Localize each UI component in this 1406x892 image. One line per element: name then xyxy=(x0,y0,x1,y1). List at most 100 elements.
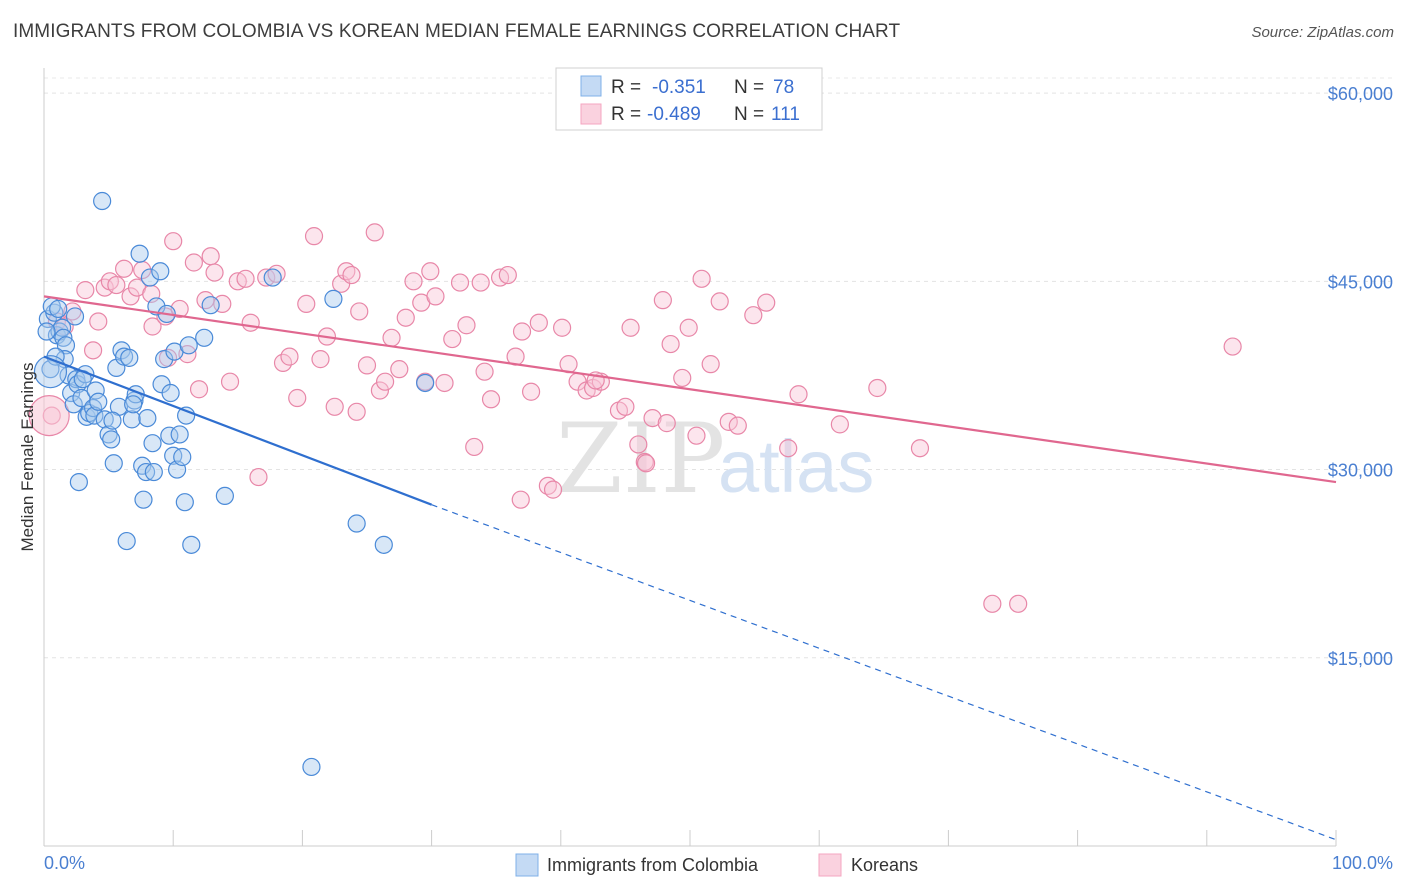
legend-n-value-korean: 111 xyxy=(771,104,800,125)
korean-point-89 xyxy=(692,269,711,288)
legend-swatch-colombia xyxy=(580,75,602,97)
korean-point-25 xyxy=(205,263,224,282)
colombia-point-large xyxy=(33,355,68,389)
korean-point-29 xyxy=(236,269,255,288)
colombia-point-55 xyxy=(173,447,192,467)
korean-point-5 xyxy=(83,341,103,360)
colombia-point-63 xyxy=(263,268,282,287)
y-axis-title: Median Female Earnings xyxy=(18,363,37,552)
legend-r-value-korean: -0.489 xyxy=(647,104,701,125)
x-ticks xyxy=(172,830,1337,846)
korean-point-48 xyxy=(370,381,390,400)
y-tick-label-2: $45,000 xyxy=(1328,272,1393,292)
korean-point-79 xyxy=(616,397,635,416)
korean-point-24 xyxy=(201,247,220,266)
colombia-point-68 xyxy=(416,373,435,393)
korean-point-57 xyxy=(435,373,454,393)
korean-point-51 xyxy=(390,360,409,379)
korean-point-36 xyxy=(288,388,307,408)
korean-point-81 xyxy=(629,435,648,454)
korean-point-38 xyxy=(304,227,324,246)
colombia-point-27 xyxy=(102,430,121,449)
korean-point-84 xyxy=(653,291,672,310)
korean-point-44 xyxy=(347,402,366,421)
korean-point-56 xyxy=(426,287,445,306)
colombia-point-59 xyxy=(182,535,201,554)
colombia-point-34 xyxy=(120,348,139,367)
korean-point-69 xyxy=(529,313,548,332)
legend-r-value-colombia: -0.351 xyxy=(652,77,706,98)
korean-point-72 xyxy=(552,318,572,337)
colombia-point-62 xyxy=(215,486,234,505)
colombia-point-69 xyxy=(37,322,56,341)
colombia-point-14 xyxy=(68,375,87,394)
bottom-legend-label-korean: Koreans xyxy=(851,855,918,875)
colombia-point-21 xyxy=(85,406,104,425)
korean-point-10 xyxy=(115,259,134,278)
korean-point-100 xyxy=(910,439,930,458)
korean-point-71 xyxy=(543,480,563,499)
colombia-point-38 xyxy=(130,244,149,263)
korean-point-99 xyxy=(868,378,887,398)
colombia-point-67 xyxy=(374,535,393,554)
korean-point-59 xyxy=(450,273,470,292)
korean-point-95 xyxy=(757,293,776,312)
colombia-point-7 xyxy=(56,336,76,355)
source-label: Source: ZipAtlas.com xyxy=(1251,24,1394,41)
legend-n-label-colombia: N = xyxy=(734,77,764,98)
korean-trend-line xyxy=(43,295,1337,484)
korean-point-68 xyxy=(521,382,541,401)
x-tick-label-max: 100.0% xyxy=(1332,853,1393,873)
korean-point-49 xyxy=(375,372,395,391)
korean-point-41 xyxy=(325,397,344,416)
korean-point-91 xyxy=(710,292,729,311)
colombia-point-15 xyxy=(69,472,88,492)
colombia-point-40 xyxy=(134,490,153,509)
korean-point-30 xyxy=(241,313,260,332)
korean-point-55 xyxy=(421,262,440,281)
legend-n-value-colombia: 78 xyxy=(773,77,794,98)
korean-point-108 xyxy=(511,490,530,509)
colombia-point-64 xyxy=(302,757,321,777)
korean-point-53 xyxy=(404,272,423,291)
colombia-point-76 xyxy=(138,409,157,428)
colombia-point-61 xyxy=(201,296,220,315)
korean-point-63 xyxy=(481,390,501,409)
y-tick-label-1: $30,000 xyxy=(1328,461,1393,481)
chart-title: IMMIGRANTS FROM COLOMBIA VS KOREAN MEDIA… xyxy=(13,21,901,42)
colombia-point-28 xyxy=(104,454,123,473)
korean-point-18 xyxy=(164,232,183,251)
colombia-point-41 xyxy=(136,462,156,482)
korean-point-104 xyxy=(342,265,361,285)
bottom-legend-swatch-colombia xyxy=(515,853,539,877)
colombia-point-65 xyxy=(324,289,343,308)
legend-r-label-korean: R = xyxy=(611,104,641,125)
korean-point-94 xyxy=(744,306,763,325)
colombia-point-22 xyxy=(86,381,105,400)
colombia-point-12 xyxy=(65,307,85,326)
korean-point-60 xyxy=(457,316,476,335)
korean-point-87 xyxy=(679,318,698,337)
legend-swatch-korean xyxy=(580,103,602,125)
korean-point-106 xyxy=(471,273,490,292)
korean-point-86 xyxy=(673,368,692,388)
colombia-point-74 xyxy=(103,411,122,430)
colombia-point-16 xyxy=(72,388,91,408)
korean-point-109 xyxy=(636,454,656,473)
colombia-point-71 xyxy=(49,299,68,319)
colombia-point-23 xyxy=(89,392,108,411)
korean-point-110 xyxy=(657,414,676,433)
korean-point-6 xyxy=(89,312,108,331)
korean-points xyxy=(28,223,1242,613)
korean-point-101 xyxy=(983,594,1002,613)
colombia-point-51 xyxy=(164,446,183,465)
colombia-point-58 xyxy=(179,336,198,355)
korean-point-67 xyxy=(512,322,532,341)
colombia-point-45 xyxy=(147,297,166,316)
korean-point-50 xyxy=(382,328,401,347)
colombia-point-66 xyxy=(347,514,366,533)
korean-point-35 xyxy=(280,347,299,366)
colombia-point-24 xyxy=(93,191,112,211)
x-tick-label-min: 0.0% xyxy=(44,853,85,873)
